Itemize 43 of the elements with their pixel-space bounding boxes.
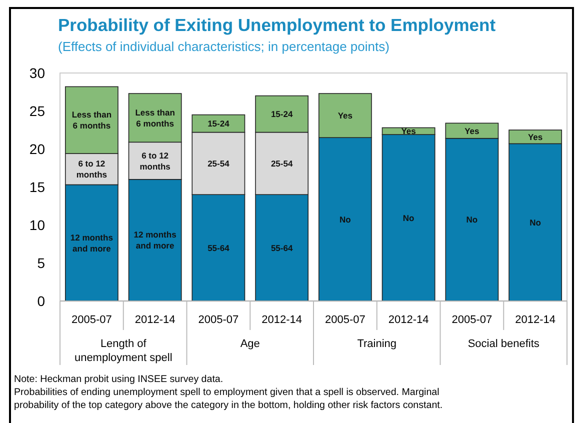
text: Age [240, 338, 260, 350]
y-tick-label: 10 [29, 217, 46, 233]
x-tick-label: 2012-14 [262, 314, 302, 326]
y-tick-label: 20 [29, 141, 46, 157]
y-tick-label: 0 [37, 293, 46, 309]
annotation: 55-64 [208, 242, 230, 253]
annotation: Less than 6 months [135, 107, 175, 128]
annotation: No [530, 217, 541, 228]
text: Note: Heckman probit using INSEE survey data. [14, 374, 224, 385]
chart-title: Probability of Exiting Unemployment to Employment [58, 15, 496, 35]
annotation: 15-24 [208, 118, 230, 129]
x-tick-label: 2005-07 [325, 314, 366, 326]
x-tick-label: 2012-14 [134, 314, 176, 326]
x-tick-label: 2005-07 [198, 314, 239, 326]
annotation: 6 to 12 months [76, 158, 108, 180]
annotation: 12 months and more [134, 230, 177, 251]
annotation: No [402, 212, 414, 223]
annotation: 25-54 [270, 158, 293, 168]
chart-subtitle: (Effects of individual characteristics; in percentage points) [58, 39, 390, 54]
x-tick-label: 2005-07 [452, 314, 492, 326]
text: Length of unemployment spell [74, 338, 172, 364]
y-tick-label: 25 [29, 103, 46, 119]
annotation: Yes [464, 126, 480, 136]
annotation: No [466, 214, 478, 225]
annotation: 15-24 [270, 109, 293, 120]
annotation: No [340, 214, 351, 224]
annotation: Yes [338, 110, 353, 121]
annotation: 12 months and more [70, 232, 114, 254]
x-tick-label: 2012-14 [515, 314, 556, 326]
text: Probabilities of ending unemployment spell to employment given that a spell is observed. Marginal probability of the top category above the category in the bottom, holding other risk factors constant. [14, 387, 443, 411]
annotation: Yes [401, 126, 416, 136]
annotation: 55-64 [270, 242, 293, 253]
x-tick-label: 2005-07 [72, 314, 112, 326]
annotation: Less than 6 months [72, 110, 112, 131]
y-tick-label: 15 [29, 179, 46, 195]
y-tick-label: 30 [29, 65, 46, 81]
annotation: 25-54 [208, 158, 230, 168]
text: Social benefits [468, 338, 540, 350]
y-tick-label: 5 [37, 255, 46, 271]
x-tick-label: 2012-14 [388, 314, 429, 326]
annotation: Yes [528, 132, 543, 142]
text: Training [357, 338, 397, 350]
annotation: 6 to 12 months [140, 150, 171, 172]
